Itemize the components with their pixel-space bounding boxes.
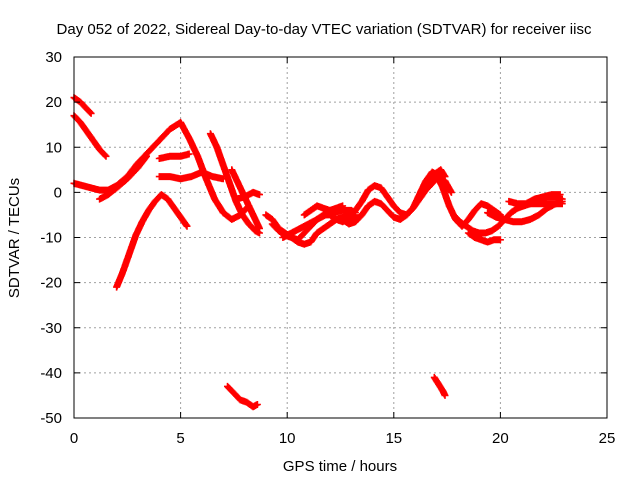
y-tick-label: 30 xyxy=(45,49,62,66)
series-arc-23 xyxy=(518,193,566,210)
y-tick-label: 0 xyxy=(54,184,62,201)
x-tick-label: 25 xyxy=(599,430,616,447)
series-markers xyxy=(339,173,455,228)
series-arc-5 xyxy=(113,191,191,291)
x-axis-label: GPS time / hours xyxy=(283,458,397,475)
y-tick-label: -20 xyxy=(40,275,62,292)
series-arc-18 xyxy=(430,373,449,399)
series-arc-15 xyxy=(300,202,347,219)
y-tick-label: 20 xyxy=(45,94,62,111)
series-arc-21 xyxy=(484,197,566,226)
series-markers xyxy=(430,373,449,399)
series-arc-16 xyxy=(339,173,455,228)
y-axis-label: SDTVAR / TECUs xyxy=(6,178,23,298)
tick-labels: 0 5 10 15 20 25 -50 -40 -30 -20 -10 0 10 20 30 xyxy=(40,49,615,447)
series-arc-17 xyxy=(424,166,449,187)
series-arc-4 xyxy=(96,152,150,203)
x-tick-label: 15 xyxy=(385,430,402,447)
series-arc-11 xyxy=(224,382,261,411)
series-markers xyxy=(155,150,193,162)
series-arc-8 xyxy=(206,130,263,237)
series-markers xyxy=(232,188,263,203)
y-tick-label: -50 xyxy=(40,410,62,427)
axes xyxy=(73,56,608,419)
chart-title: Day 052 of 2022, Sidereal Day-to-day VTE… xyxy=(57,21,592,38)
series-arc-10 xyxy=(232,188,263,203)
series-markers xyxy=(484,197,566,226)
series-markers xyxy=(424,166,449,187)
series-arc-20 xyxy=(464,229,504,246)
x-tick-label: 20 xyxy=(492,430,509,447)
y-tick-label: -40 xyxy=(40,365,62,382)
series-markers xyxy=(113,191,191,291)
plot-frame xyxy=(73,56,608,419)
series-arc-7 xyxy=(155,168,227,183)
series-markers xyxy=(224,382,261,411)
grid-lines xyxy=(74,57,607,418)
series-markers xyxy=(96,152,150,203)
series-markers xyxy=(518,193,566,210)
x-tick-label: 0 xyxy=(70,430,78,447)
x-tick-label: 10 xyxy=(279,430,296,447)
series-markers xyxy=(464,229,504,246)
series-markers xyxy=(155,168,227,183)
x-tick-label: 5 xyxy=(176,430,184,447)
y-tick-label: -30 xyxy=(40,320,62,337)
series-arc-6 xyxy=(155,150,193,162)
series-markers xyxy=(206,130,263,237)
series-markers xyxy=(300,202,347,219)
y-tick-label: -10 xyxy=(40,230,62,247)
y-tick-label: 10 xyxy=(45,139,62,156)
